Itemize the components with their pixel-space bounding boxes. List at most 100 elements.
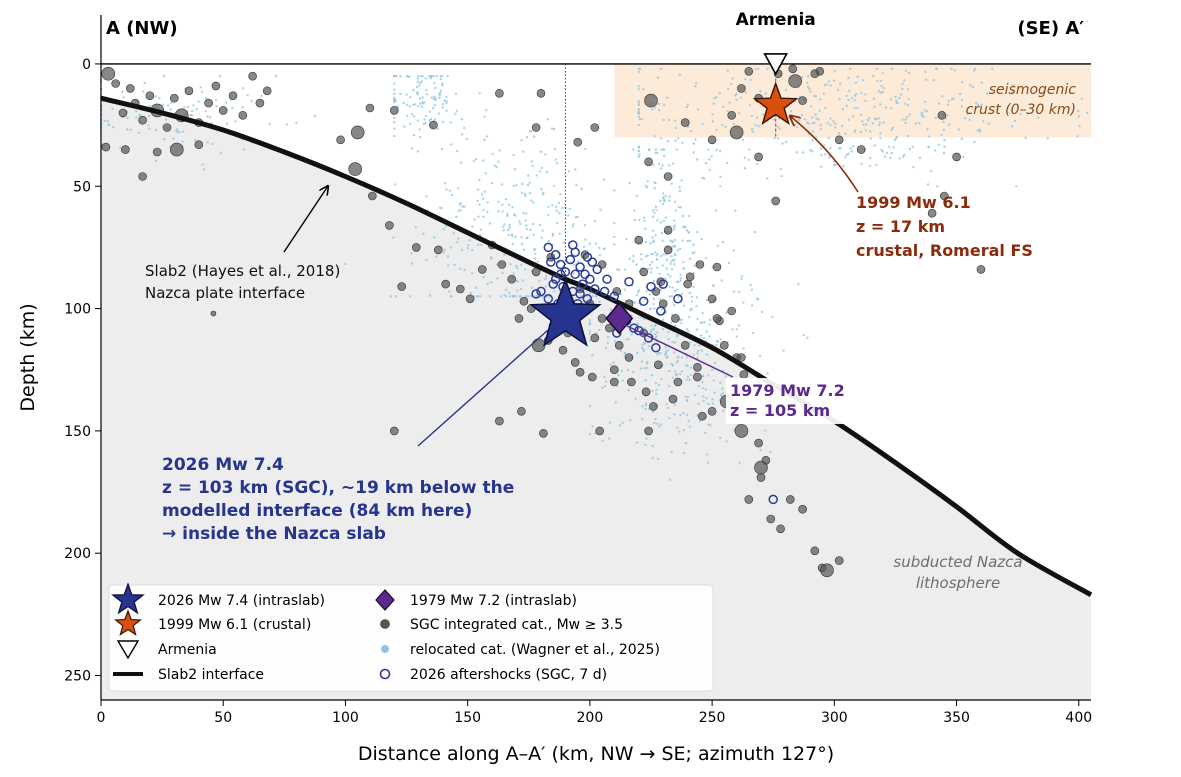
relocated-event (701, 374, 704, 378)
relocated-event (722, 391, 725, 395)
relocated-event (452, 232, 455, 235)
relocated-event (418, 128, 421, 131)
relocated-event (558, 211, 561, 215)
relocated-event (430, 96, 434, 99)
relocated-event (982, 120, 985, 123)
relocated-event (980, 103, 983, 107)
relocated-event (820, 147, 823, 150)
aftershock-event (531, 289, 541, 299)
relocated-event (588, 339, 592, 342)
relocated-event (839, 82, 842, 85)
relocated-event (637, 323, 640, 326)
relocated-event (720, 394, 723, 397)
sgc-event (385, 221, 394, 230)
relocated-event (508, 223, 511, 227)
relocated-event (588, 332, 592, 335)
relocated-event (776, 125, 779, 128)
relocated-event (524, 212, 528, 215)
legend-label: 1999 Mw 6.1 (crustal) (158, 617, 311, 633)
relocated-event (511, 295, 514, 298)
relocated-event (718, 91, 721, 95)
relocated-event (651, 236, 654, 239)
relocated-event (879, 132, 882, 135)
relocated-event (643, 342, 647, 345)
relocated-event (713, 391, 716, 394)
relocated-event (672, 162, 675, 165)
legend-marker-aftershock-circle (379, 668, 391, 680)
relocated-event (671, 340, 674, 344)
relocated-event (636, 351, 639, 355)
relocated-event (514, 235, 517, 239)
relocated-event (680, 356, 683, 359)
sgc-event (756, 473, 766, 482)
relocated-event (661, 164, 664, 167)
relocated-event (455, 215, 458, 219)
relocated-event (432, 106, 435, 110)
relocated-event (539, 150, 543, 153)
relocated-event (664, 216, 668, 219)
relocated-event (601, 386, 604, 390)
relocated-event (425, 195, 428, 198)
relocated-event (753, 230, 757, 234)
relocated-event (893, 139, 896, 142)
sgc-event (680, 340, 690, 350)
legend-marker-relocated-dot (381, 645, 389, 653)
event-2026-star (529, 277, 602, 347)
relocated-event (433, 95, 436, 98)
relocated-event (699, 334, 703, 337)
relocated-event (687, 419, 690, 422)
sgc-event (754, 438, 763, 448)
relocated-event (459, 201, 462, 205)
relocated-event (477, 188, 480, 191)
relocated-event (1013, 119, 1017, 123)
relocated-event (869, 130, 872, 133)
relocated-event (936, 185, 939, 188)
relocated-event (721, 123, 724, 127)
relocated-event (705, 330, 708, 333)
relocated-event (688, 214, 691, 218)
aftershock-event (575, 262, 585, 272)
relocated-event (660, 254, 663, 258)
relocated-event (423, 118, 426, 121)
aftershock-event (624, 276, 634, 287)
relocated-event (501, 203, 504, 206)
relocated-event (483, 115, 486, 118)
relocated-event (613, 222, 616, 225)
relocated-event (671, 240, 675, 243)
relocated-event (558, 232, 561, 235)
relocated-event (695, 305, 698, 308)
sgc-event (766, 514, 776, 524)
relocated-event (748, 104, 751, 107)
relocated-event (693, 251, 696, 254)
relocated-event (853, 99, 856, 102)
legend-marker-1999-star (113, 609, 143, 636)
relocated-event (881, 72, 884, 75)
relocated-event (668, 295, 671, 298)
relocated-event (854, 129, 857, 132)
relocated-event (268, 122, 271, 126)
relocated-event (868, 164, 872, 168)
relocated-event (554, 148, 557, 151)
relocated-event (515, 184, 518, 187)
relocated-event (468, 239, 471, 242)
relocated-event (147, 124, 150, 127)
relocated-event (576, 260, 580, 263)
relocated-event (446, 75, 449, 78)
relocated-event (523, 268, 527, 271)
relocated-event (202, 168, 205, 171)
relocated-event (499, 295, 502, 298)
relocated-event (608, 437, 611, 440)
relocated-event (764, 92, 767, 95)
relocated-event (660, 148, 663, 151)
relocated-event (1012, 83, 1015, 87)
relocated-event (644, 407, 647, 411)
relocated-event (637, 146, 640, 149)
relocated-event (544, 285, 547, 288)
relocated-event (655, 254, 658, 257)
relocated-event (690, 295, 693, 298)
event-2026-label-line1: 2026 Mw 7.4 (162, 455, 284, 475)
sgc-event (939, 191, 949, 201)
relocated-event (402, 101, 405, 105)
relocated-event (194, 138, 197, 142)
sgc-event (927, 208, 937, 218)
